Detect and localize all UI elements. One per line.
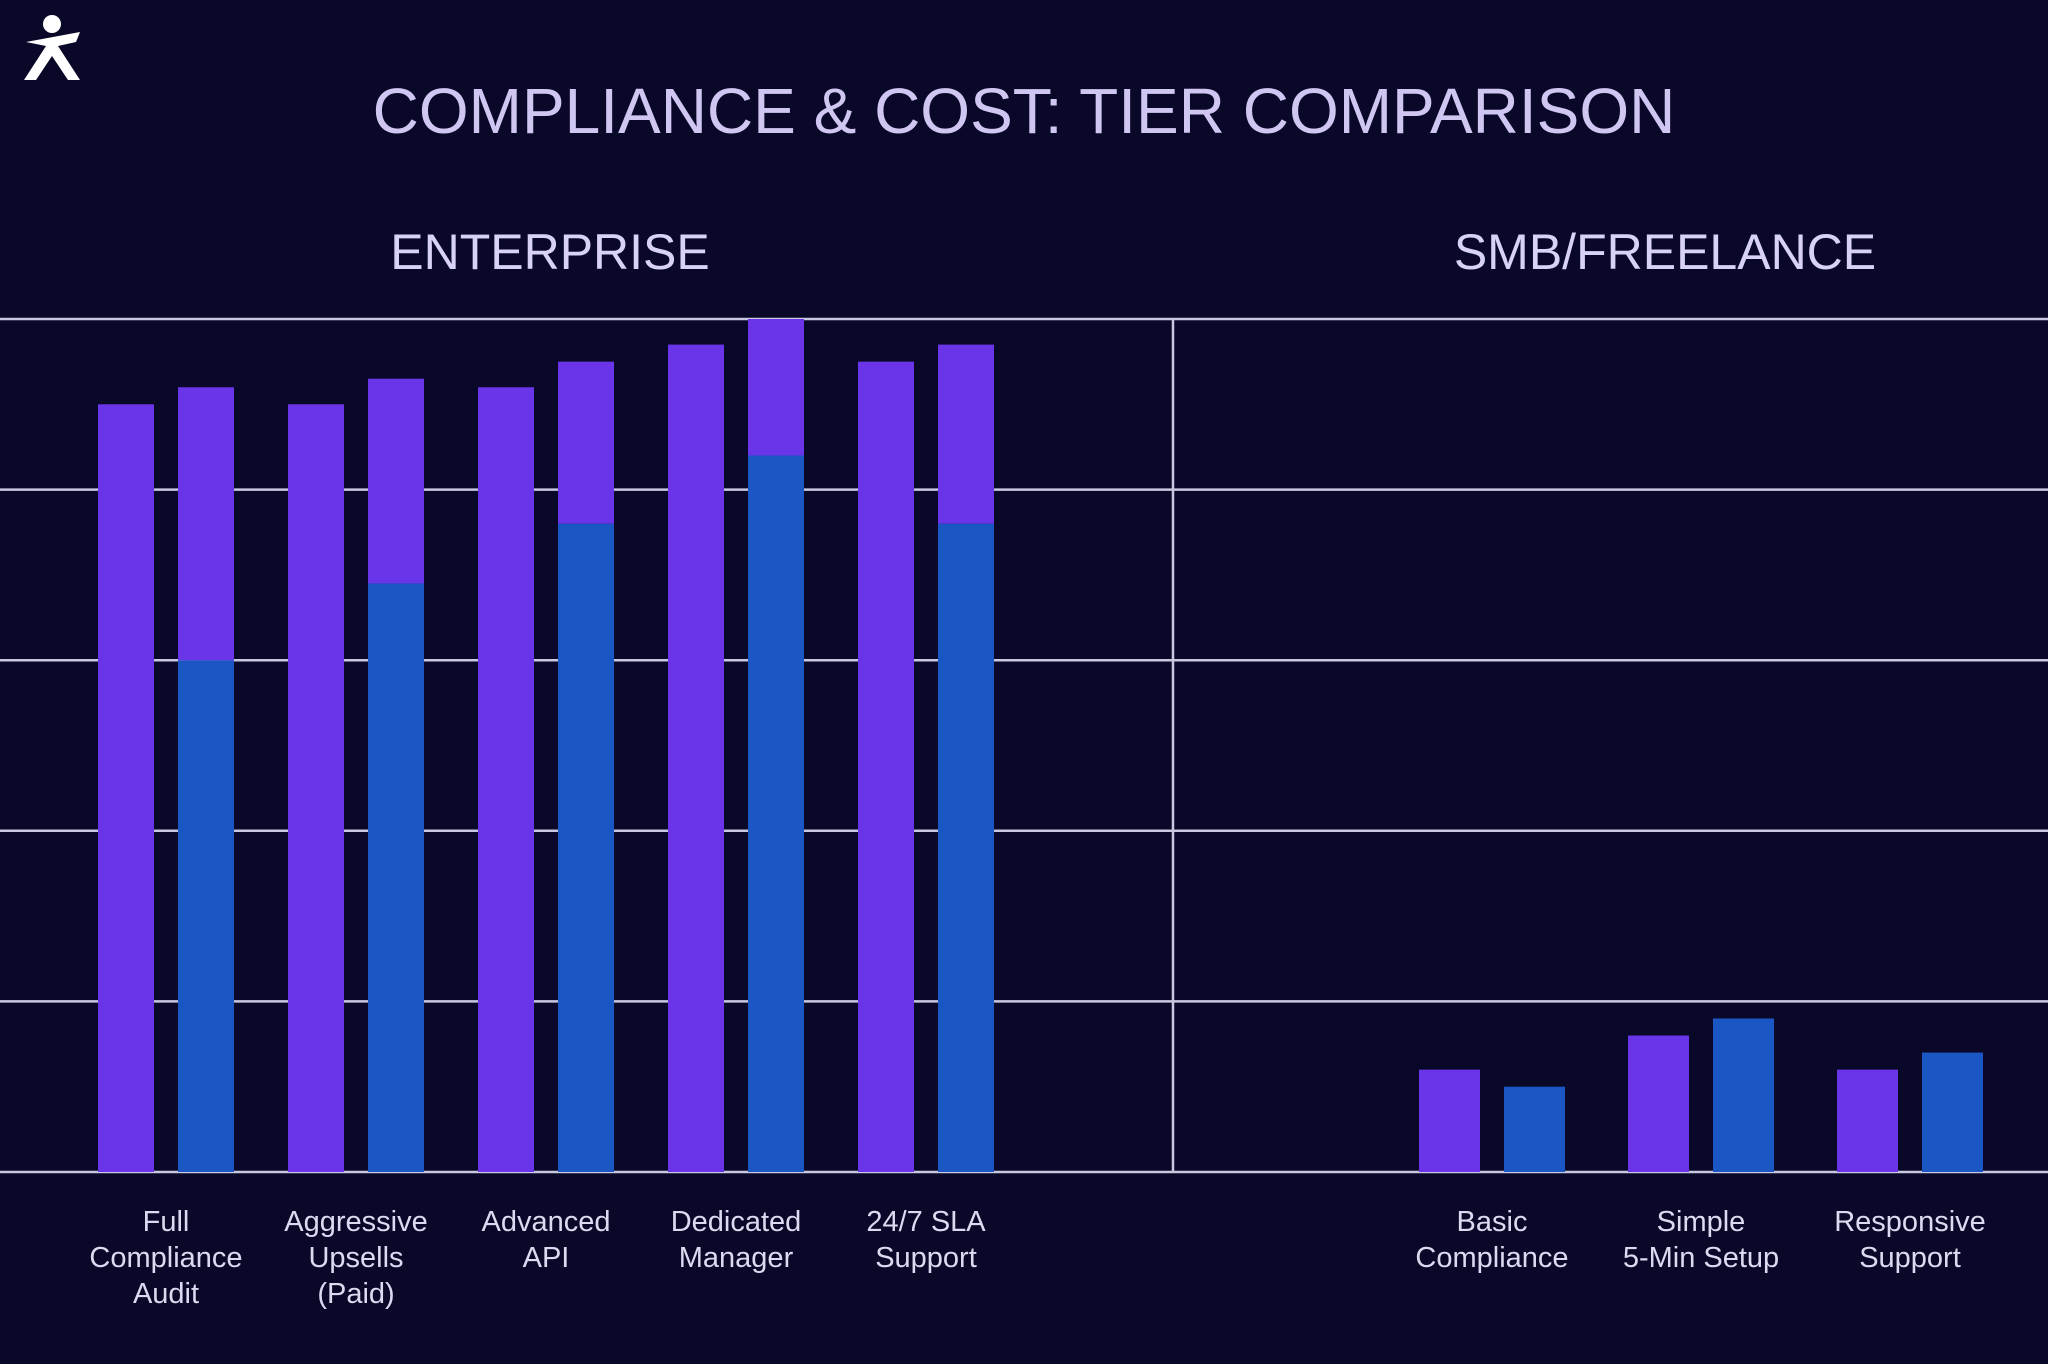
- x-tick-label: Full Compliance Audit: [89, 1206, 243, 1310]
- x-tick-label: Advanced API: [481, 1206, 611, 1274]
- bar-segment: [938, 344, 994, 524]
- bar-segment: [748, 319, 804, 456]
- x-tick-label: Simple 5-Min Setup: [1622, 1206, 1780, 1274]
- x-tick-label: 24/7 SLA Support: [866, 1206, 986, 1274]
- bar: [1419, 1069, 1480, 1172]
- bar: [288, 404, 344, 1172]
- bar: [1922, 1052, 1983, 1172]
- bar: [368, 583, 424, 1172]
- panel-title: SMB/FREELANCE: [1454, 224, 1876, 280]
- bar: [858, 361, 914, 1172]
- bar: [478, 387, 534, 1172]
- bar: [1628, 1035, 1689, 1172]
- bar: [98, 404, 154, 1172]
- x-tick-label: Basic Compliance: [1415, 1206, 1569, 1274]
- bar: [668, 344, 724, 1173]
- bar-segment: [368, 378, 424, 584]
- bar: [748, 455, 804, 1173]
- logo: [24, 15, 80, 80]
- bar-segment: [178, 387, 234, 661]
- bar: [1837, 1069, 1898, 1172]
- x-tick-label: Responsive Support: [1834, 1206, 1986, 1274]
- main-title: COMPLIANCE & COST: TIER COMPARISON: [373, 75, 1676, 147]
- panel-title: ENTERPRISE: [390, 224, 710, 280]
- bar: [1504, 1086, 1565, 1172]
- x-tick-label: Aggressive Upsells (Paid): [284, 1206, 428, 1310]
- bar: [1713, 1018, 1774, 1172]
- bar: [558, 523, 614, 1172]
- bar-segment: [558, 361, 614, 524]
- x-tick-label: Dedicated Manager: [670, 1206, 802, 1274]
- bar: [178, 660, 234, 1172]
- bar: [938, 523, 994, 1172]
